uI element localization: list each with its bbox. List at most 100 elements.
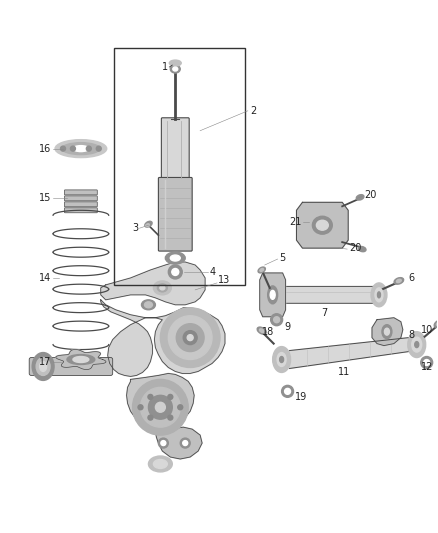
Ellipse shape bbox=[258, 267, 265, 273]
Ellipse shape bbox=[73, 357, 89, 362]
Polygon shape bbox=[297, 203, 348, 248]
Text: 3: 3 bbox=[132, 223, 138, 233]
FancyBboxPatch shape bbox=[284, 286, 377, 303]
Text: 14: 14 bbox=[39, 273, 51, 283]
FancyBboxPatch shape bbox=[64, 196, 97, 201]
Text: 7: 7 bbox=[321, 308, 328, 318]
Ellipse shape bbox=[312, 216, 332, 234]
Circle shape bbox=[155, 402, 165, 412]
Ellipse shape bbox=[160, 286, 165, 290]
Circle shape bbox=[180, 438, 190, 448]
Circle shape bbox=[274, 317, 279, 322]
FancyBboxPatch shape bbox=[159, 177, 192, 251]
Circle shape bbox=[421, 357, 433, 368]
Ellipse shape bbox=[157, 284, 167, 292]
Polygon shape bbox=[56, 350, 106, 369]
Ellipse shape bbox=[141, 300, 155, 310]
Polygon shape bbox=[127, 374, 194, 429]
Ellipse shape bbox=[55, 140, 107, 158]
Ellipse shape bbox=[153, 459, 167, 469]
Ellipse shape bbox=[40, 361, 46, 372]
Circle shape bbox=[138, 405, 143, 410]
Ellipse shape bbox=[375, 288, 383, 302]
Circle shape bbox=[168, 265, 182, 279]
Circle shape bbox=[148, 395, 172, 419]
Text: 20: 20 bbox=[364, 190, 376, 200]
Text: 17: 17 bbox=[39, 357, 51, 367]
Circle shape bbox=[168, 415, 173, 420]
Circle shape bbox=[168, 394, 173, 399]
Circle shape bbox=[148, 415, 153, 420]
Ellipse shape bbox=[153, 281, 171, 295]
Circle shape bbox=[133, 379, 188, 435]
Polygon shape bbox=[372, 318, 403, 345]
Text: 13: 13 bbox=[218, 275, 230, 285]
Text: 10: 10 bbox=[421, 325, 433, 335]
Circle shape bbox=[96, 146, 101, 151]
Ellipse shape bbox=[279, 357, 283, 362]
Ellipse shape bbox=[396, 279, 401, 282]
Text: 15: 15 bbox=[39, 193, 51, 204]
Polygon shape bbox=[290, 337, 409, 368]
Polygon shape bbox=[101, 262, 205, 305]
Ellipse shape bbox=[385, 328, 389, 335]
Ellipse shape bbox=[170, 255, 180, 261]
Circle shape bbox=[424, 360, 430, 366]
Ellipse shape bbox=[148, 456, 172, 472]
Circle shape bbox=[183, 441, 188, 446]
Text: 6: 6 bbox=[409, 273, 415, 283]
Circle shape bbox=[282, 385, 293, 397]
Circle shape bbox=[178, 405, 183, 410]
Ellipse shape bbox=[371, 283, 387, 307]
Text: 11: 11 bbox=[338, 367, 350, 377]
Text: 19: 19 bbox=[294, 392, 307, 402]
FancyBboxPatch shape bbox=[29, 358, 113, 375]
Ellipse shape bbox=[434, 320, 438, 327]
FancyBboxPatch shape bbox=[161, 118, 189, 181]
Ellipse shape bbox=[73, 146, 89, 151]
Circle shape bbox=[71, 146, 75, 151]
Ellipse shape bbox=[394, 278, 404, 284]
Ellipse shape bbox=[259, 329, 264, 333]
Ellipse shape bbox=[257, 327, 266, 334]
Ellipse shape bbox=[170, 65, 180, 73]
Bar bbox=[114, 48, 245, 285]
Ellipse shape bbox=[67, 354, 95, 365]
Ellipse shape bbox=[62, 143, 100, 155]
Polygon shape bbox=[101, 300, 225, 376]
Circle shape bbox=[285, 389, 290, 394]
Text: 21: 21 bbox=[289, 217, 301, 227]
Ellipse shape bbox=[277, 352, 286, 367]
Ellipse shape bbox=[260, 269, 264, 271]
FancyBboxPatch shape bbox=[64, 202, 97, 207]
Text: 1: 1 bbox=[162, 62, 168, 72]
Ellipse shape bbox=[273, 346, 290, 373]
Text: 5: 5 bbox=[279, 253, 286, 263]
Circle shape bbox=[176, 324, 204, 352]
FancyBboxPatch shape bbox=[64, 208, 97, 213]
Ellipse shape bbox=[415, 342, 419, 348]
Ellipse shape bbox=[408, 332, 426, 358]
Text: 16: 16 bbox=[39, 143, 51, 154]
Ellipse shape bbox=[412, 337, 422, 352]
Ellipse shape bbox=[316, 220, 328, 230]
Circle shape bbox=[148, 394, 153, 399]
Ellipse shape bbox=[356, 195, 364, 200]
Ellipse shape bbox=[173, 67, 178, 71]
Text: 2: 2 bbox=[250, 106, 256, 116]
Ellipse shape bbox=[170, 60, 181, 66]
Text: 18: 18 bbox=[262, 327, 274, 337]
Circle shape bbox=[183, 330, 197, 345]
Ellipse shape bbox=[378, 292, 381, 298]
Ellipse shape bbox=[382, 325, 392, 338]
Circle shape bbox=[160, 308, 220, 367]
Ellipse shape bbox=[436, 322, 438, 326]
Circle shape bbox=[271, 314, 283, 326]
Circle shape bbox=[168, 316, 212, 360]
Circle shape bbox=[60, 146, 65, 151]
Circle shape bbox=[161, 441, 166, 446]
Circle shape bbox=[159, 438, 168, 448]
Text: 20: 20 bbox=[349, 243, 361, 253]
Ellipse shape bbox=[358, 246, 366, 252]
Ellipse shape bbox=[270, 290, 275, 300]
